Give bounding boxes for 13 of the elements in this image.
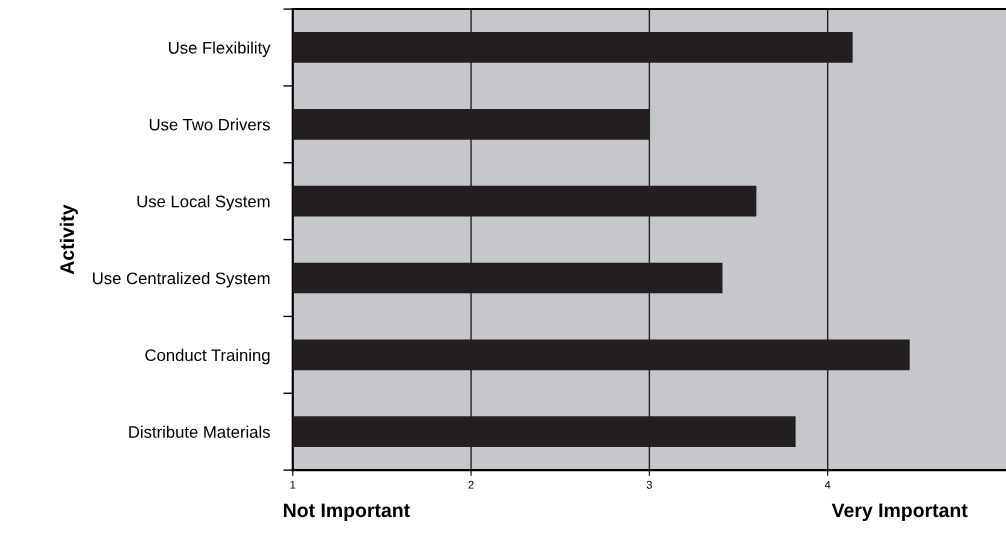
y-tick-label: Use Local System [137,195,270,211]
y-tick-label: Distribute Materials [129,425,270,438]
x-tick-label: 3 [646,480,652,489]
y-tick-label: Use Centralized System [93,271,270,288]
text: Very Important [831,503,968,522]
y-tick-label: Conduct Training [145,348,270,365]
y-tick-label: Use Flexibility [169,41,271,57]
y-axis-title: Activity [59,204,78,275]
x-tick-label: 2 [468,480,474,489]
x-tick-label: 1 [290,480,296,489]
y-tick-label: Use Two Drivers [149,118,270,131]
x-tick-label: 4 [824,480,831,489]
text: Not Important [283,503,410,522]
